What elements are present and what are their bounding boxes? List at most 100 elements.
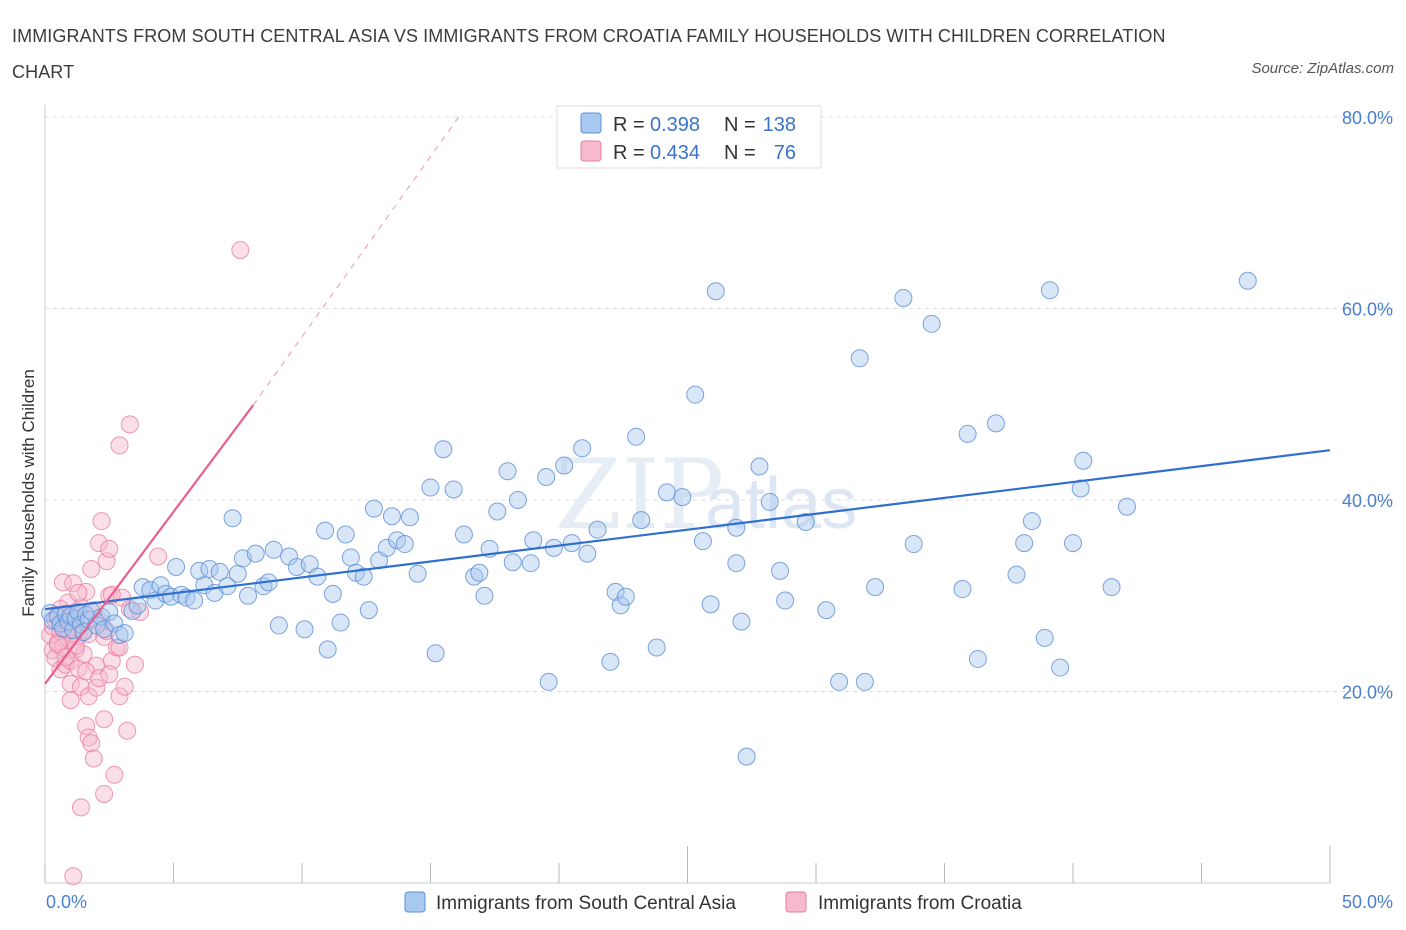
legend-swatch-blue — [580, 112, 602, 134]
croatia-point — [149, 547, 168, 566]
y-tick-label: 80.0% — [1342, 108, 1393, 128]
south-central-asia-point — [737, 747, 756, 766]
south-central-asia-point — [426, 644, 445, 663]
croatia-point — [110, 638, 129, 657]
croatia-point — [89, 669, 108, 688]
south-central-asia-point — [555, 456, 574, 475]
croatia-point — [61, 674, 80, 693]
y-axis-label: Family Households with Children — [19, 369, 38, 617]
south-central-asia-point — [1117, 497, 1136, 516]
south-central-asia-point — [1015, 534, 1034, 553]
south-central-asia-point — [727, 554, 746, 573]
croatia-point — [231, 241, 250, 260]
trend-line-croatia — [44, 404, 255, 685]
south-central-asia-point — [1074, 451, 1093, 470]
south-central-asia-point — [855, 672, 874, 691]
croatia-point — [84, 749, 103, 768]
south-central-asia-point — [151, 576, 170, 595]
south-central-asia-point — [904, 535, 923, 554]
south-central-asia-point — [115, 624, 134, 643]
south-central-asia-point — [223, 509, 242, 528]
south-central-asia-point — [359, 601, 378, 620]
croatia-point — [64, 574, 83, 593]
south-central-asia-point — [336, 525, 355, 544]
gridlines — [45, 116, 1395, 692]
croatia-point — [115, 677, 134, 696]
south-central-asia-point — [246, 544, 265, 563]
south-central-asia-point — [750, 457, 769, 476]
south-central-asia-point — [331, 613, 350, 632]
series-legend: Immigrants from South Central Asia Immig… — [404, 891, 1022, 914]
south-central-asia-point — [817, 601, 836, 620]
south-central-asia-point — [573, 439, 592, 458]
correlation-legend: R = 0.398 N = 138 R = 0.434 N = 76 — [556, 105, 822, 169]
south-central-asia-point — [382, 507, 401, 526]
south-central-asia-point — [508, 491, 527, 509]
south-central-asia-point — [706, 282, 725, 301]
croatia-point — [61, 691, 80, 710]
south-central-asia-point — [364, 499, 383, 518]
south-central-asia-point — [1064, 534, 1082, 553]
south-central-asia-point — [470, 563, 489, 582]
croatia-point — [105, 765, 124, 784]
axes — [44, 105, 1331, 884]
croatia-point — [77, 582, 96, 601]
south-central-asia-point — [354, 567, 373, 586]
south-central-asia-point — [732, 612, 751, 631]
legend-n-label-1: N = — [724, 114, 756, 136]
south-central-asia-point — [434, 440, 453, 459]
south-central-asia-point — [316, 521, 335, 540]
south-central-asia-point — [866, 578, 885, 597]
south-central-asia-point — [185, 591, 204, 610]
croatia-point — [82, 734, 101, 753]
legend-r-label-2: R = — [613, 142, 645, 164]
croatia-point — [82, 559, 101, 578]
south-central-asia-point — [318, 640, 337, 659]
south-central-asia-point — [1051, 658, 1070, 677]
watermark-zip: ZIP — [555, 439, 724, 551]
south-central-asia-point — [776, 591, 795, 610]
x-tick-label-max: 50.0% — [1342, 892, 1393, 912]
y-tick-label: 40.0% — [1342, 491, 1393, 511]
south-central-asia-point — [1035, 628, 1054, 647]
south-central-asia-point — [295, 620, 314, 639]
south-central-asia-point — [400, 508, 419, 527]
croatia-point — [125, 655, 144, 674]
south-central-asia-point — [986, 414, 1005, 433]
south-central-asia-point — [341, 548, 360, 567]
south-central-asia-point — [454, 525, 473, 544]
south-central-asia-point — [611, 596, 630, 615]
south-central-asia-point — [269, 616, 288, 635]
south-central-asia-point — [673, 488, 692, 507]
y-tick-labels: 20.0% 40.0% 60.0% 80.0% — [1342, 108, 1393, 703]
croatia-point — [100, 539, 119, 558]
south-central-asia-point — [922, 314, 941, 333]
south-central-asia-point — [796, 513, 815, 532]
south-central-asia-point — [200, 559, 219, 578]
south-central-asia-point — [210, 562, 229, 581]
south-central-asia-point — [498, 462, 517, 481]
y-tick-label: 20.0% — [1342, 683, 1393, 703]
legend-r-value-2: 0.434 — [650, 142, 700, 164]
south-central-asia-point — [968, 649, 987, 668]
south-central-asia-point — [521, 554, 540, 573]
x-tick-label-min: 0.0% — [46, 892, 87, 912]
south-central-asia-point — [444, 480, 463, 499]
south-central-asia-point — [280, 547, 299, 566]
south-central-asia-point — [953, 580, 972, 599]
trend-lines — [44, 116, 1331, 685]
chart-title: IMMIGRANTS FROM SOUTH CENTRAL ASIA VS IM… — [12, 26, 1166, 82]
south-central-asia-point — [123, 602, 142, 621]
legend-n-label-2: N = — [724, 142, 756, 164]
croatia-point — [95, 710, 114, 729]
croatia-point — [118, 721, 137, 740]
croatia-point — [110, 687, 129, 706]
south-central-asia-point — [894, 288, 913, 307]
south-central-asia-point — [539, 672, 558, 691]
bottom-legend-swatch-pink — [785, 891, 807, 913]
watermark-atlas: atlas — [705, 464, 857, 544]
bottom-legend-swatch-blue — [404, 891, 426, 913]
south-central-asia-point — [323, 584, 342, 603]
south-central-asia-point — [830, 672, 849, 691]
